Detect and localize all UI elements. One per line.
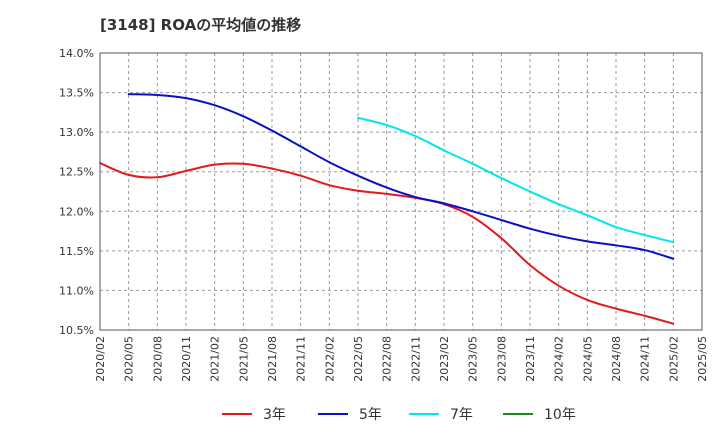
- legend-label-4: 10年: [544, 407, 576, 423]
- x-tick-label: 2020/05: [123, 336, 136, 382]
- plot-frame: [99, 52, 703, 331]
- legend-label-1: 3年: [263, 407, 286, 423]
- series-line-1: [99, 162, 675, 325]
- x-tick-label: 2021/02: [209, 336, 222, 382]
- x-tick-label: 2020/02: [94, 336, 107, 382]
- x-tick-label: 2025/05: [696, 336, 709, 382]
- y-tick-label: 12.0%: [59, 205, 94, 218]
- legend-label-2: 5年: [359, 407, 382, 423]
- x-tick-label: 2021/11: [295, 336, 308, 382]
- y-tick-labels: 14.0% 13.5% 13.0% 12.5% 12.0% 11.5% 11.0% 10.5%: [59, 47, 94, 337]
- y-tick-label: 13.0%: [59, 126, 94, 139]
- x-tick-label: 2024/11: [639, 336, 652, 382]
- y-tick-label: 14.0%: [59, 47, 94, 60]
- y-tick-label: 11.5%: [59, 245, 94, 258]
- x-tick-label: 2021/05: [237, 336, 250, 382]
- x-tick-label: 2022/02: [323, 336, 336, 382]
- x-tick-label: 2022/08: [381, 336, 394, 382]
- series-line-3: [357, 116, 675, 244]
- x-tick-label: 2023/05: [467, 336, 480, 382]
- x-tick-label: 2024/02: [553, 336, 566, 382]
- x-tick-label: 2025/02: [667, 336, 680, 382]
- chart-title: [3148] ROAの平均値の推移: [100, 16, 302, 34]
- x-tick-labels: 2020/02 2020/05 2020/08 2020/11 2021/02 2021/…: [94, 336, 709, 382]
- legend: 3年 5年 7年 10年: [222, 407, 576, 423]
- x-tick-label: 2022/11: [409, 336, 422, 382]
- y-tick-label: 10.5%: [59, 324, 94, 337]
- grid-layer: [99, 52, 703, 331]
- x-tick-label: 2020/11: [180, 336, 193, 382]
- x-tick-label: 2020/08: [151, 336, 164, 382]
- x-tick-label: 2023/11: [524, 336, 537, 382]
- y-tick-label: 13.5%: [59, 87, 94, 100]
- series-layer: [99, 93, 675, 325]
- y-tick-label: 11.0%: [59, 284, 94, 297]
- x-tick-label: 2024/08: [610, 336, 623, 382]
- x-tick-label: 2022/05: [352, 336, 365, 382]
- y-tick-label: 12.5%: [59, 166, 94, 179]
- x-tick-label: 2024/05: [581, 336, 594, 382]
- x-tick-label: 2021/08: [266, 336, 279, 382]
- x-tick-label: 2023/08: [495, 336, 508, 382]
- series-line-2: [127, 93, 675, 260]
- x-tick-label: 2023/02: [438, 336, 451, 382]
- legend-label-3: 7年: [450, 407, 473, 423]
